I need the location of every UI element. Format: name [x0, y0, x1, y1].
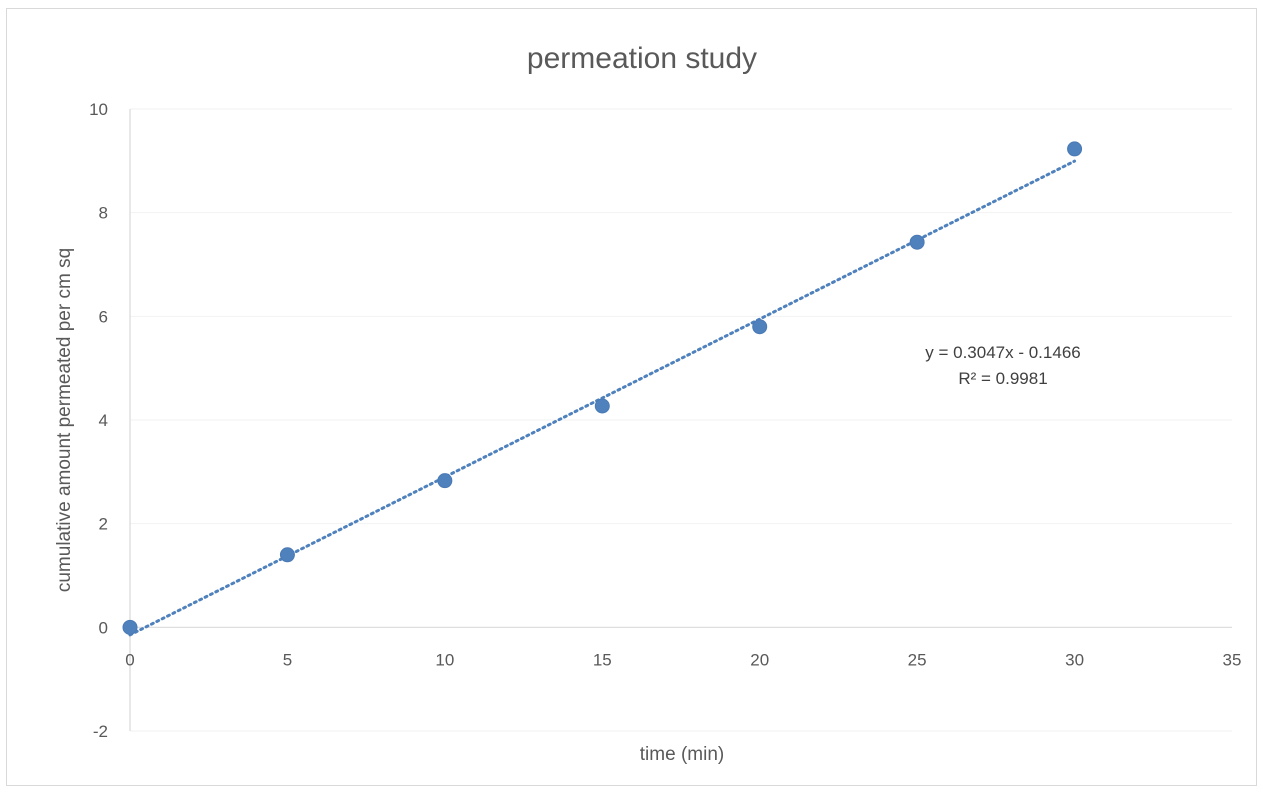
y-tick-label: 10	[89, 100, 108, 119]
data-points	[122, 141, 1083, 635]
data-point	[752, 319, 768, 335]
x-axis-title: time (min)	[640, 744, 724, 765]
tick-labels: -2 0 2 4 6 8 10 0 5 10 15 20 25 30 35	[89, 100, 1241, 741]
x-tick-label: 30	[1065, 650, 1084, 669]
chart-area	[6, 8, 1257, 786]
y-axis-title: cumulative amount permeated per cm sq	[54, 248, 75, 592]
data-point	[279, 547, 295, 563]
x-tick-label: 10	[435, 650, 454, 669]
y-tick-label: 2	[99, 515, 108, 534]
trendline-equation: y = 0.3047x - 0.1466	[925, 343, 1080, 362]
trendline-r-squared: R² = 0.9981	[958, 369, 1047, 388]
x-tick-label: 25	[908, 650, 927, 669]
y-tick-label: 8	[99, 204, 108, 223]
y-tick-label: -2	[93, 722, 108, 741]
trendline	[128, 159, 1077, 637]
x-tick-label: 5	[283, 650, 292, 669]
data-point	[594, 398, 610, 414]
x-tick-label: 15	[593, 650, 612, 669]
trendline-layer	[128, 159, 1077, 637]
data-point	[1067, 141, 1083, 157]
y-tick-label: 0	[99, 618, 108, 637]
gridlines	[130, 108, 1232, 732]
y-tick-label: 6	[99, 307, 108, 326]
data-point	[437, 473, 453, 489]
data-point	[122, 619, 138, 635]
x-tick-label: 35	[1223, 650, 1242, 669]
x-tick-label: 0	[125, 650, 134, 669]
data-point	[909, 234, 925, 250]
x-tick-label: 20	[750, 650, 769, 669]
chart-title: permeation study	[527, 42, 757, 75]
y-tick-label: 4	[99, 411, 108, 430]
